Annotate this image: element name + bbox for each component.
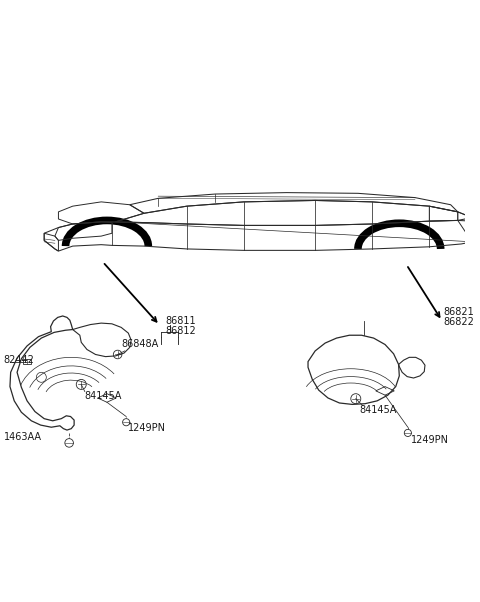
Text: 82442: 82442 [3,355,35,365]
Circle shape [122,418,130,426]
Text: 1249PN: 1249PN [128,423,167,433]
Text: 86811: 86811 [166,316,196,326]
Text: 86812: 86812 [166,326,196,336]
Circle shape [65,439,73,447]
Text: 86821: 86821 [444,308,474,317]
Text: 86848A: 86848A [121,339,158,349]
Text: 86822: 86822 [444,317,474,327]
Text: 1463AA: 1463AA [3,432,42,442]
Circle shape [404,429,411,436]
Text: 84145A: 84145A [84,391,121,401]
Bar [24,359,31,364]
Text: 1249PN: 1249PN [411,435,449,445]
Text: 84145A: 84145A [360,405,397,415]
